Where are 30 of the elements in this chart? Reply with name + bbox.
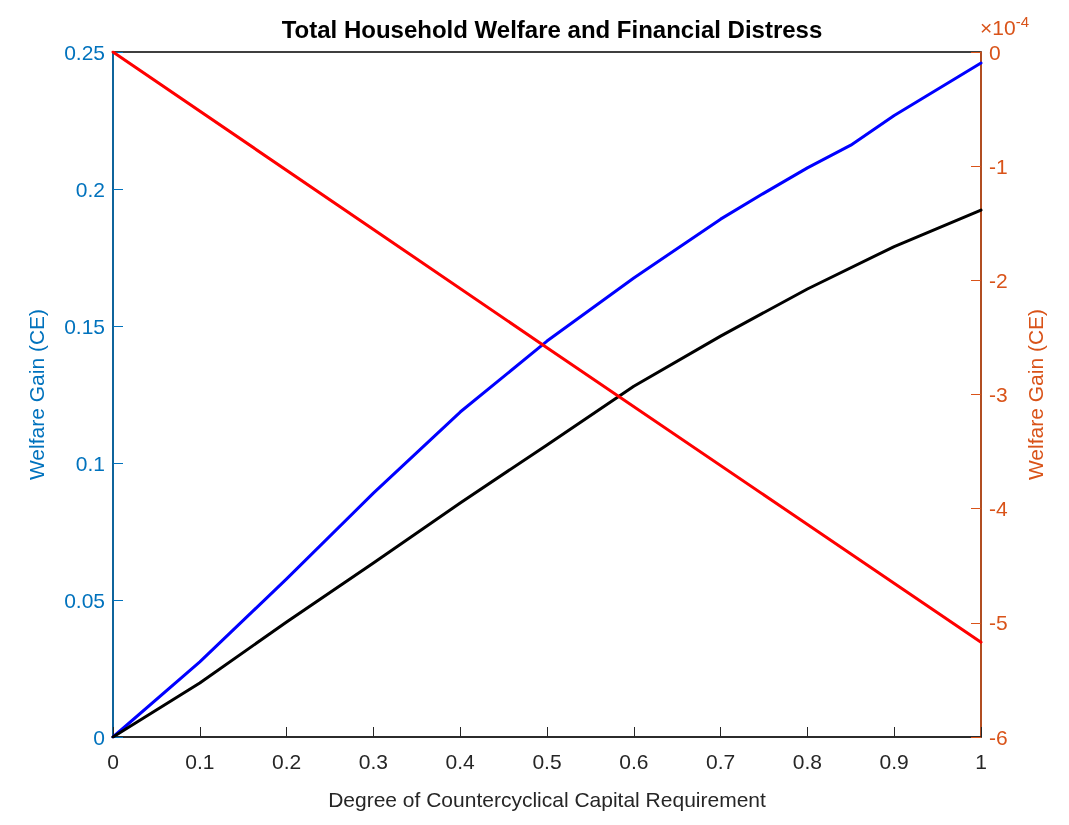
x-tick-label: 0.8 xyxy=(792,750,822,773)
y-tick-label: 0.15 xyxy=(64,314,105,338)
line-series xyxy=(111,61,983,739)
y2-tick-label: -2 xyxy=(989,268,1008,292)
x-tick-label: 0.5 xyxy=(532,750,562,773)
y2-tick-label: -5 xyxy=(989,611,1008,635)
y-tick-label: 0 xyxy=(93,725,105,749)
y-tick-label: 0.1 xyxy=(75,451,105,475)
x-tick-label: 0.2 xyxy=(272,750,302,773)
y2-tick-label: -4 xyxy=(989,497,1008,521)
x-tick-label: 0 xyxy=(107,750,119,773)
x-tick-label: 0.4 xyxy=(445,750,476,773)
y-axis-title: Welfare Gain (CE) xyxy=(25,308,48,481)
x-tick-label: 0.9 xyxy=(879,750,909,773)
x-tick-label: 0.1 xyxy=(185,750,215,773)
line-series xyxy=(111,208,983,739)
y-tick-label: 0.05 xyxy=(64,588,105,612)
y2-tick-label: -6 xyxy=(989,725,1008,749)
x-axis-title: Degree of Countercyclical Capital Requirement xyxy=(328,788,767,811)
x-tick-label: 0.3 xyxy=(358,750,388,773)
chart-title: Total Household Welfare and Financial Distress xyxy=(281,15,823,43)
y2-tick-label: -3 xyxy=(989,383,1008,406)
x-tick-label: 1 xyxy=(975,750,987,773)
x-tick-label: 0.7 xyxy=(706,750,736,773)
y-tick-label: 0.25 xyxy=(64,40,105,64)
y2-tick-label: -1 xyxy=(989,154,1008,178)
y2-tick-label: 0 xyxy=(989,40,1001,64)
x-tick-label: 0.6 xyxy=(619,750,649,773)
y-tick-label: 0.2 xyxy=(75,177,105,201)
y2-axis-title: Welfare Gain (CE) xyxy=(1024,308,1047,481)
